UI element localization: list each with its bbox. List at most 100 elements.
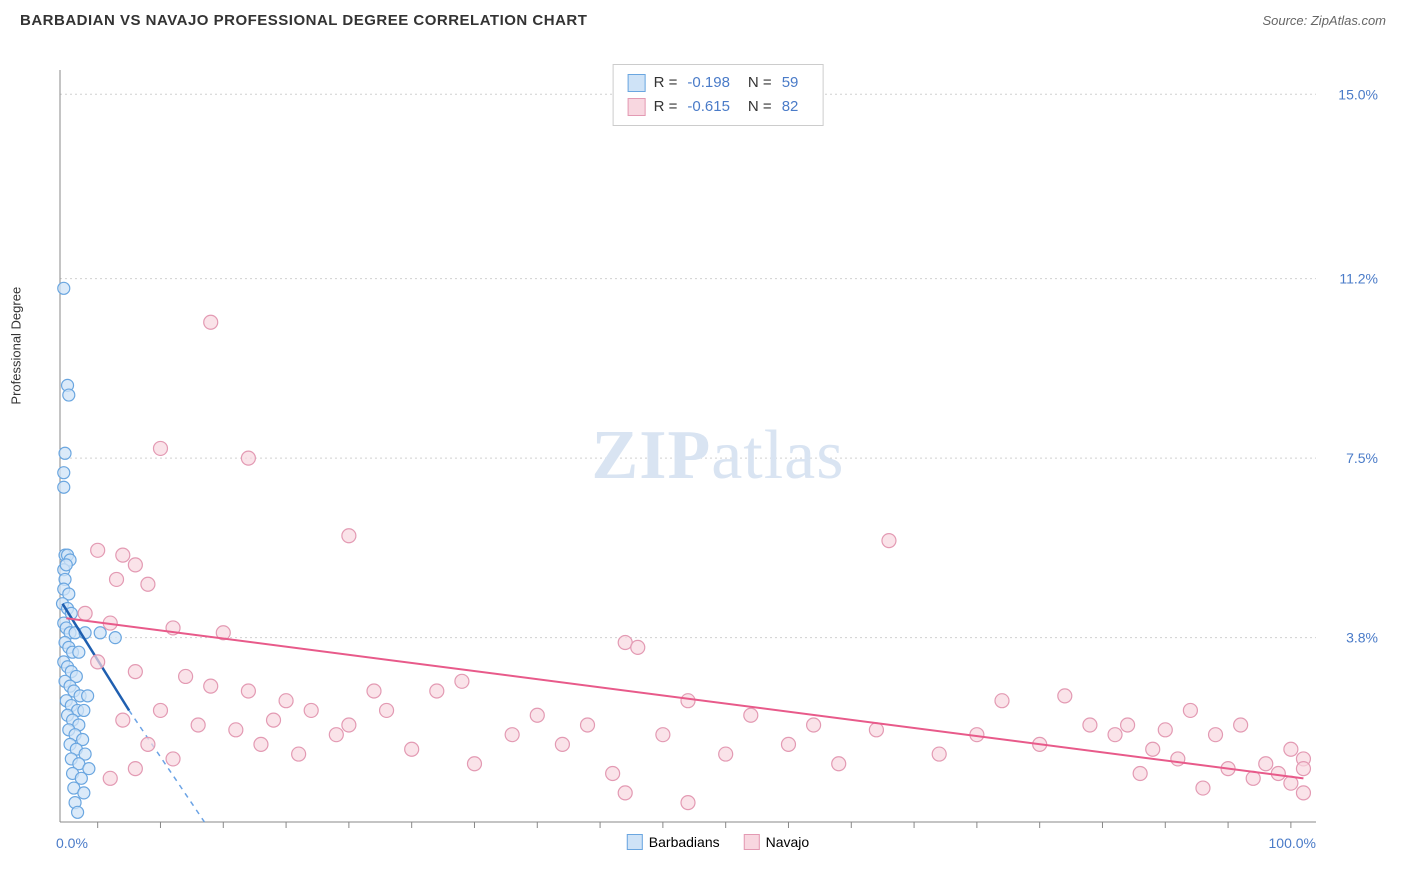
data-point <box>1259 757 1273 771</box>
data-point <box>179 669 193 683</box>
y-tick-label: 11.2% <box>1339 271 1378 287</box>
legend-val-r: -0.615 <box>687 95 730 119</box>
data-point <box>618 786 632 800</box>
series-label: Barbadians <box>649 834 720 850</box>
data-point <box>342 718 356 732</box>
legend-val-n: 82 <box>782 95 799 119</box>
data-point <box>1158 723 1172 737</box>
source-label: Source: ZipAtlas.com <box>1262 13 1386 28</box>
data-point <box>807 718 821 732</box>
data-point <box>78 704 90 716</box>
data-point <box>555 737 569 751</box>
data-point <box>719 747 733 761</box>
data-point <box>1296 762 1310 776</box>
data-point <box>153 703 167 717</box>
data-point <box>116 548 130 562</box>
data-point <box>1108 728 1122 742</box>
legend-stat-r: R = <box>654 95 678 119</box>
data-point <box>1196 781 1210 795</box>
data-point <box>78 787 90 799</box>
legend-row: R = -0.198N = 59 <box>628 71 809 95</box>
data-point <box>141 577 155 591</box>
series-legend-item: Barbadians <box>627 834 720 850</box>
legend-swatch <box>628 74 646 92</box>
stats-legend: R = -0.198N = 59R = -0.615 N = 82 <box>613 64 824 126</box>
data-point <box>82 690 94 702</box>
data-point <box>467 757 481 771</box>
data-point <box>781 737 795 751</box>
data-point <box>882 534 896 548</box>
data-point <box>128 665 142 679</box>
series-legend-item: Navajo <box>744 834 810 850</box>
x-tick-label: 100.0% <box>1269 835 1316 851</box>
legend-row: R = -0.615 N = 82 <box>628 95 809 119</box>
data-point <box>292 747 306 761</box>
data-point <box>631 640 645 654</box>
data-point <box>681 796 695 810</box>
data-point <box>63 389 75 401</box>
data-point <box>329 728 343 742</box>
data-point <box>505 728 519 742</box>
data-point <box>94 627 106 639</box>
series-legend: Barbadians Navajo <box>627 834 809 850</box>
data-point <box>254 737 268 751</box>
y-tick-label: 3.8% <box>1346 630 1378 646</box>
data-point <box>430 684 444 698</box>
data-point <box>191 718 205 732</box>
data-point <box>744 708 758 722</box>
data-point <box>166 752 180 766</box>
x-tick-label: 0.0% <box>56 835 88 851</box>
data-point <box>1146 742 1160 756</box>
legend-val-n: 59 <box>782 71 799 95</box>
data-point <box>530 708 544 722</box>
data-point <box>58 481 70 493</box>
data-point <box>110 572 124 586</box>
data-point <box>1284 742 1298 756</box>
data-point <box>153 441 167 455</box>
data-point <box>128 558 142 572</box>
data-point <box>73 646 85 658</box>
legend-stat-n: N = <box>748 71 772 95</box>
data-point <box>1296 786 1310 800</box>
data-point <box>116 713 130 727</box>
y-tick-label: 15.0% <box>1338 86 1378 102</box>
data-point <box>72 806 84 818</box>
legend-swatch <box>627 834 643 850</box>
data-point <box>267 713 281 727</box>
data-point <box>59 447 71 459</box>
data-point <box>581 718 595 732</box>
legend-swatch <box>628 98 646 116</box>
chart-title: BARBADIAN VS NAVAJO PROFESSIONAL DEGREE … <box>20 12 587 29</box>
data-point <box>204 679 218 693</box>
data-point <box>241 451 255 465</box>
data-point <box>304 703 318 717</box>
legend-stat-r: R = <box>654 71 678 95</box>
data-point <box>1058 689 1072 703</box>
data-point <box>380 703 394 717</box>
data-point <box>342 529 356 543</box>
data-point <box>58 467 70 479</box>
y-tick-label: 7.5% <box>1346 450 1378 466</box>
data-point <box>91 543 105 557</box>
legend-stat-n: N = <box>748 95 772 119</box>
data-point <box>78 606 92 620</box>
data-point <box>1121 718 1135 732</box>
data-point <box>405 742 419 756</box>
data-point <box>109 632 121 644</box>
data-point <box>367 684 381 698</box>
data-point <box>91 655 105 669</box>
data-point <box>618 635 632 649</box>
data-point <box>204 315 218 329</box>
data-point <box>869 723 883 737</box>
data-point <box>832 757 846 771</box>
data-point <box>1083 718 1097 732</box>
data-point <box>103 771 117 785</box>
y-axis-label: Professional Degree <box>9 287 24 405</box>
data-point <box>932 747 946 761</box>
data-point <box>455 674 469 688</box>
data-point <box>279 694 293 708</box>
data-point <box>1209 728 1223 742</box>
data-point <box>681 694 695 708</box>
scatter-plot: 3.8% 7.5% 11.2% 15.0% 0.0% 100.0% <box>50 60 1386 852</box>
data-point <box>1133 766 1147 780</box>
